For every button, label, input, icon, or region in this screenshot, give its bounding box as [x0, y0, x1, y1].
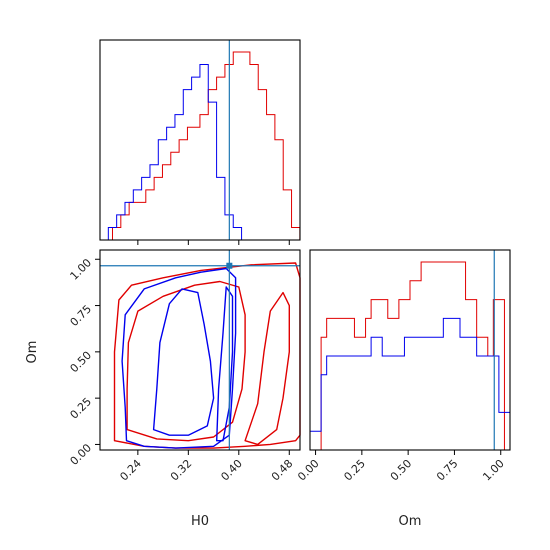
- x-axis-label-h0: H0: [191, 514, 209, 529]
- hist-h0-frame: [99, 39, 301, 241]
- contour-blue-inner: [152, 288, 215, 436]
- hist-om-panel: 0.00 0.25 0.50 0.75 1.00: [295, 249, 511, 484]
- h0-xtick-label: 0.24: [117, 457, 144, 484]
- h0-xtick-label: 0.32: [168, 457, 195, 484]
- om-xtick-label: 0.75: [434, 457, 461, 484]
- contour-red-inner: [126, 280, 246, 442]
- om-ytick-label: 0.25: [68, 395, 95, 422]
- contour-red-inner2: [244, 291, 290, 446]
- contour-frame: [99, 249, 301, 451]
- om-xtick-label: 0.00: [295, 457, 322, 484]
- om-ytick-label: 0.75: [68, 302, 95, 329]
- om-xtick-label: 0.25: [341, 457, 368, 484]
- h0-hist-red: [100, 51, 301, 241]
- y-axis-label-om: Om: [25, 341, 40, 364]
- hist-om-frame: [309, 249, 511, 451]
- h0-om-contour-panel: 0.24 0.32 0.40 0.48 0.00 0.25 0.50 0.75 1.00: [68, 249, 301, 484]
- truth-marker: [226, 262, 233, 269]
- contour-blue-inner2: [215, 286, 234, 442]
- om-hist-red: [310, 261, 510, 451]
- om-xtick-label: 1.00: [480, 457, 507, 484]
- h0-xtick-label: 0.40: [218, 457, 245, 484]
- hist-h0-panel: [99, 39, 301, 245]
- contour-blue-outer: [121, 267, 237, 449]
- om-xtick-label: 0.50: [388, 457, 415, 484]
- om-hist-blue: [309, 317, 511, 450]
- h0-xtick-label: 0.48: [269, 457, 296, 484]
- x-axis-label-om: Om: [399, 514, 422, 529]
- h0-hist-blue: [100, 64, 300, 241]
- om-ytick-label: 0.50: [68, 349, 95, 376]
- om-ytick-label: 1.00: [68, 256, 95, 283]
- om-ytick-label: 0.00: [68, 441, 95, 468]
